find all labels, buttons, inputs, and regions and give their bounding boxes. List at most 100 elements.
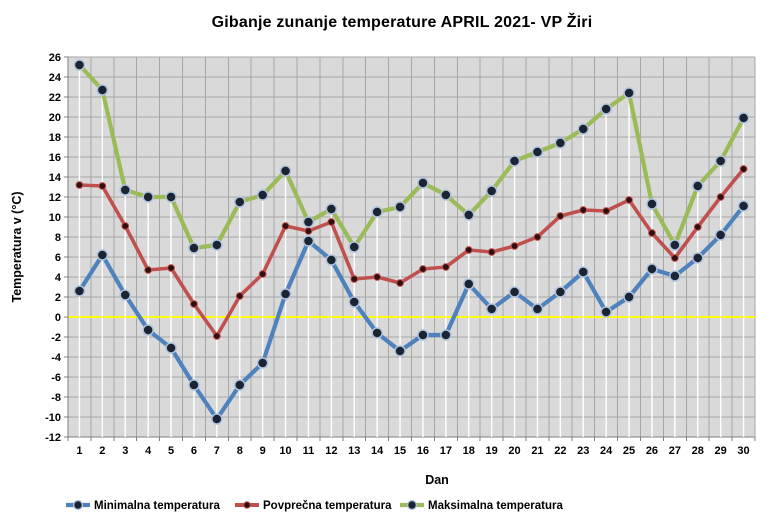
series-0 — [73, 200, 750, 425]
data-point-marker — [256, 357, 269, 369]
y-tick-label: 26 — [49, 52, 61, 64]
data-point-marker — [577, 123, 589, 135]
series-line — [77, 167, 746, 338]
data-point-marker — [556, 212, 565, 220]
series-1 — [75, 165, 748, 340]
data-point-marker — [463, 278, 475, 290]
data-point-marker — [348, 296, 360, 308]
data-point-marker — [327, 218, 336, 226]
legend: Minimalna temperatura Povprečna temperat… — [66, 499, 563, 512]
data-point-marker — [73, 59, 86, 71]
y-tick-label: 8 — [55, 232, 61, 244]
data-point-marker — [463, 209, 475, 221]
data-point-marker — [73, 285, 86, 297]
x-tick-label: 8 — [237, 445, 243, 457]
data-point-marker — [648, 229, 656, 237]
data-point-marker — [142, 324, 154, 336]
data-point-marker — [440, 329, 452, 341]
data-point-marker — [487, 248, 496, 256]
x-tick-label: 19 — [486, 445, 498, 457]
data-point-marker — [325, 203, 338, 215]
x-axis-title: Dan — [425, 473, 449, 487]
x-tick-label: 23 — [577, 445, 589, 457]
x-tick-label: 28 — [692, 445, 704, 457]
data-point-marker — [325, 254, 338, 266]
data-point-marker — [165, 342, 177, 354]
x-tick-label: 30 — [737, 445, 749, 457]
data-point-marker — [279, 165, 292, 177]
data-point-marker — [510, 242, 519, 250]
data-point-marker — [508, 155, 521, 167]
x-tick-label: 2 — [99, 445, 105, 457]
data-point-marker — [646, 263, 658, 275]
data-point-marker — [623, 291, 635, 303]
data-point-marker — [121, 222, 130, 230]
x-tick-label: 5 — [168, 445, 174, 457]
data-point-marker — [119, 289, 131, 301]
data-point-marker — [625, 196, 633, 204]
legend-marker-green — [406, 499, 418, 511]
x-tick-label: 20 — [508, 445, 520, 457]
data-point-marker — [600, 103, 612, 115]
data-point-marker — [554, 137, 567, 149]
data-point-marker — [211, 413, 223, 425]
data-point-marker — [188, 242, 200, 254]
data-point-marker — [739, 165, 748, 173]
drop-lines — [78, 65, 745, 437]
data-point-marker — [533, 233, 542, 241]
x-tick-label: 29 — [715, 445, 727, 457]
data-point-marker — [258, 270, 267, 278]
data-point-marker — [508, 286, 521, 298]
data-point-marker — [371, 206, 383, 218]
x-tick-label: 10 — [279, 445, 291, 457]
axes — [64, 56, 756, 441]
data-point-marker — [692, 180, 704, 192]
data-point-marker — [256, 189, 269, 201]
data-point-marker — [188, 379, 200, 391]
data-point-marker — [464, 246, 473, 254]
y-tick-label: -4 — [51, 352, 62, 364]
legend-marker-red — [243, 501, 251, 509]
data-point-marker — [394, 201, 406, 213]
data-point-marker — [577, 266, 589, 278]
data-point-marker — [304, 227, 313, 235]
series-line — [77, 203, 746, 422]
x-tick-label: 27 — [669, 445, 681, 457]
x-tick-label: 12 — [325, 445, 337, 457]
data-point-marker — [119, 184, 131, 196]
x-tick-label: 3 — [122, 445, 128, 457]
data-point-marker — [646, 198, 658, 210]
data-point-marker — [167, 264, 175, 272]
data-point-marker — [600, 306, 612, 318]
x-tick-label: 7 — [214, 445, 220, 457]
x-tick-label: 14 — [371, 445, 384, 457]
x-tick-label: 24 — [600, 445, 613, 457]
y-tick-label: 22 — [49, 92, 61, 104]
data-point-marker — [190, 300, 198, 308]
y-tick-label: 12 — [49, 192, 61, 204]
data-point-marker — [716, 193, 725, 201]
x-tick-label: 15 — [394, 445, 406, 457]
data-point-marker — [485, 185, 498, 197]
legend-label-povprecna: Povprečna temperatura — [263, 500, 392, 512]
data-point-marker — [235, 292, 244, 300]
x-tick-label: 13 — [348, 445, 360, 457]
data-point-marker — [485, 303, 498, 315]
data-point-marker — [373, 273, 382, 281]
data-point-marker — [419, 265, 427, 273]
x-tick-label: 25 — [623, 445, 635, 457]
y-tick-label: 16 — [49, 152, 61, 164]
x-tick-label: 9 — [260, 445, 266, 457]
data-point-marker — [714, 155, 727, 167]
data-point-marker — [234, 379, 246, 391]
y-tick-label: -12 — [45, 432, 61, 444]
x-tick-label: 26 — [646, 445, 658, 457]
data-point-marker — [165, 191, 177, 203]
data-point-marker — [234, 196, 246, 208]
y-tick-label: -6 — [51, 372, 61, 384]
x-tick-label: 4 — [145, 445, 152, 457]
x-tick-label: 18 — [463, 445, 475, 457]
x-tick-label: 1 — [76, 445, 82, 457]
data-point-marker — [75, 181, 84, 189]
data-point-marker — [670, 254, 679, 262]
